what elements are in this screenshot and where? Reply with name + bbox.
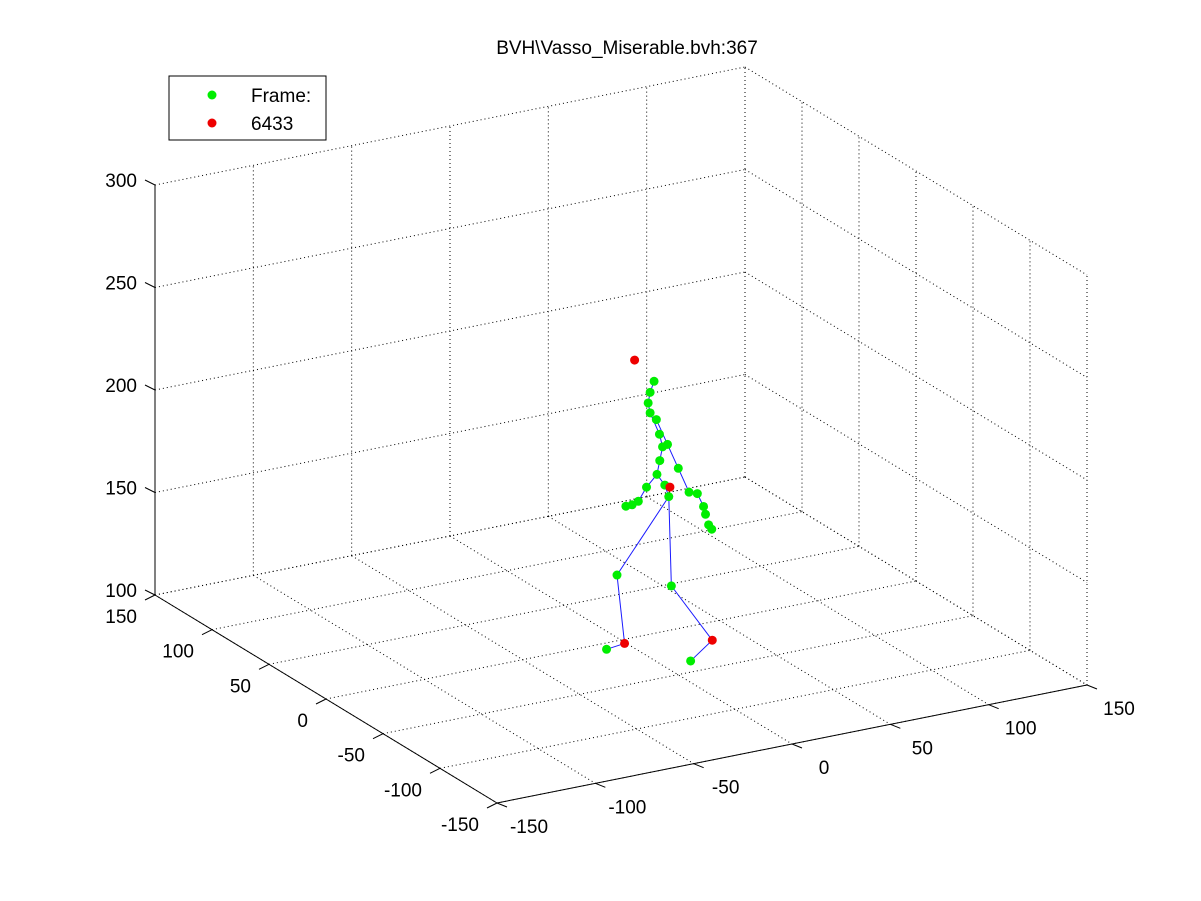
x-tick-label: -100 [608, 797, 646, 818]
x-tick-label: 150 [1103, 699, 1135, 720]
legend: Frame: 6433 [168, 75, 327, 141]
sidewall-grid-z-100 [744, 476, 1088, 686]
bone-chain-3 [668, 496, 713, 662]
legend-box [168, 75, 327, 141]
legend-marker-frame [207, 90, 217, 100]
legend-marker-6433 [207, 118, 217, 128]
joint-green-19 [701, 509, 711, 519]
z-tick-label: 100 [105, 581, 137, 602]
joint-green-1 [645, 387, 655, 397]
z-tick-label: 250 [105, 274, 137, 295]
joint-green-24 [612, 570, 622, 580]
x-tick--150 [496, 802, 508, 808]
floor-grid-y-100 [211, 511, 803, 631]
y-tick--100 [429, 767, 441, 774]
y-tick-label: 50 [230, 676, 251, 697]
backwall-grid-z-100 [154, 476, 746, 596]
y-tick-50 [258, 663, 270, 670]
joint-green-18 [699, 501, 709, 511]
y-tick-100 [201, 629, 213, 636]
chart-title: BVH\Vasso_Miserable.bvh:367 [496, 38, 758, 59]
y-tick-label: -100 [384, 780, 422, 801]
joint-green-22 [664, 492, 674, 502]
z-tick-label: 300 [105, 171, 137, 192]
y-tick-label: 0 [297, 711, 308, 732]
bone-chain-4 [606, 496, 670, 650]
x-tick-0 [791, 743, 803, 749]
joint-green-8 [652, 469, 662, 479]
x-tick-label: -150 [510, 817, 548, 838]
joint-green-9 [663, 439, 673, 449]
x-tick-50 [890, 723, 901, 729]
x-tick-label: -50 [712, 778, 739, 799]
x-tick-150 [1086, 684, 1098, 690]
grid-lines [154, 66, 1088, 804]
backwall-grid-z-150 [154, 374, 746, 493]
sidewall-grid-z-150 [744, 374, 1088, 583]
y-tick-label: -150 [441, 815, 479, 836]
skeleton-bones [606, 381, 713, 662]
joint-red-0 [630, 355, 640, 365]
z-tick-100 [144, 589, 156, 596]
x-tick-label: 50 [912, 738, 933, 759]
floor-grid-x-50 [548, 515, 891, 725]
floor-grid-y--100 [439, 649, 1031, 769]
y-tick-label: 100 [162, 642, 194, 663]
joint-green-16 [621, 501, 631, 511]
floor-grid-x-100 [646, 496, 989, 706]
joint-red-2 [620, 638, 630, 648]
z-tick-label: 150 [105, 479, 137, 500]
backwall-grid-z-200 [154, 271, 746, 391]
legend-label-6433: 6433 [251, 114, 293, 135]
joint-green-11 [684, 487, 694, 497]
y-tick-label: -50 [338, 746, 365, 767]
floor-grid-y-50 [268, 545, 860, 665]
joint-red-3 [707, 635, 717, 645]
x-tick-100 [988, 704, 999, 710]
joint-red-1 [665, 482, 675, 492]
legend-label-frame: Frame: [251, 86, 311, 107]
y-tick--150 [486, 802, 498, 809]
joint-green-7 [655, 456, 665, 466]
joint-green-4 [651, 415, 661, 425]
joint-green-2 [643, 398, 653, 408]
joint-green-10 [673, 463, 683, 473]
bone-chain-0 [647, 381, 670, 497]
joint-green-5 [654, 429, 664, 439]
joint-green-17 [692, 489, 702, 499]
backwall-grid-z-250 [154, 169, 746, 288]
y-tick-0 [315, 698, 327, 705]
y-tick--50 [372, 733, 384, 740]
joint-green-3 [645, 408, 655, 418]
z-tick-label: 200 [105, 376, 137, 397]
skeleton-joints [602, 355, 717, 666]
joint-green-23 [666, 581, 676, 591]
joint-green-0 [649, 376, 659, 386]
x-tick-label: 0 [819, 758, 830, 779]
z-tick-300 [144, 179, 156, 186]
joint-green-25 [602, 644, 612, 654]
x-tick--50 [693, 763, 704, 769]
z-tick-150 [144, 487, 156, 493]
axis-lines [154, 185, 1088, 804]
floor-grid-y--50 [382, 615, 974, 735]
x-tick-label: 100 [1005, 719, 1037, 740]
floor-grid-y-0 [325, 580, 917, 700]
sidewall-grid-z-250 [744, 169, 1088, 378]
joint-green-21 [707, 524, 717, 534]
z-tick-250 [144, 282, 156, 288]
sidewall-grid-z-200 [744, 271, 1088, 481]
tick-labels: -150 -100 -50 0 50 100 150 -150 -100 -50 0 50 100 150… [105, 171, 1135, 838]
z-tick-200 [144, 384, 156, 391]
joint-green-13 [642, 482, 652, 492]
y-tick-150 [144, 594, 156, 601]
sidewall-grid-z-300 [744, 66, 1088, 276]
y-tick-label: 150 [105, 607, 137, 628]
joint-green-26 [686, 656, 696, 666]
x-tick--100 [595, 782, 606, 788]
backwall-grid-z-300 [154, 66, 746, 186]
